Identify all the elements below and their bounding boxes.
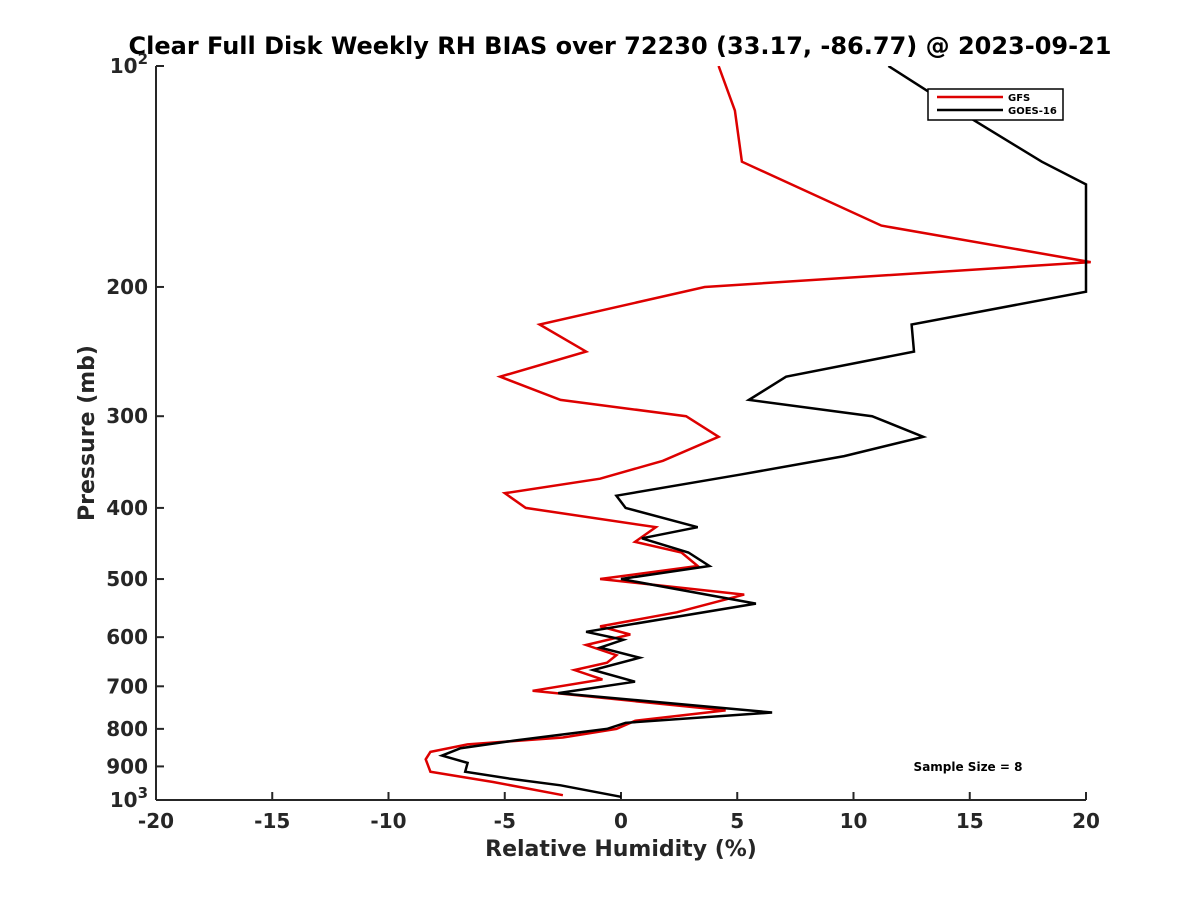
legend-label-gfs: GFS (1008, 93, 1030, 104)
y-tick-label: 700 (106, 674, 148, 698)
x-tick-label: -20 (138, 809, 174, 833)
y-tick-base: 10 (110, 54, 138, 78)
y-tick-exponent: 2 (138, 50, 148, 68)
x-tick-label: -10 (370, 809, 406, 833)
y-tick-label: 900 (106, 754, 148, 778)
y-tick-label: 800 (106, 717, 148, 741)
plot-area (155, 66, 1086, 801)
y-tick-label: 400 (106, 496, 148, 520)
x-tick-label: -15 (254, 809, 290, 833)
series-layer (424, 66, 1091, 799)
y-tick-label: 500 (106, 567, 148, 591)
legend-label-goes16: GOES-16 (1008, 106, 1057, 117)
y-tick-label: 103 (110, 784, 148, 812)
x-axis-label: Relative Humidity (%) (485, 837, 757, 862)
series-line-gfs (424, 66, 1091, 797)
chart-title: Clear Full Disk Weekly RH BIAS over 7223… (129, 32, 1112, 60)
x-ticks: -20 -15 -10 -5 0 5 10 15 20 (138, 792, 1100, 833)
x-tick-label: 20 (1072, 809, 1100, 833)
y-axis-label: Pressure (mb) (75, 345, 100, 521)
x-tick-label: 0 (614, 809, 628, 833)
y-tick-label: 200 (106, 275, 148, 299)
legend-box (927, 88, 1064, 121)
x-tick-label: -5 (494, 809, 516, 833)
y-tick-label: 300 (106, 404, 148, 428)
x-tick-label: 5 (730, 809, 744, 833)
sample-size-annotation: Sample Size = 8 (914, 760, 1023, 774)
y-tick-base: 10 (110, 788, 138, 812)
x-tick-label: 10 (840, 809, 868, 833)
series-line-goes16 (438, 66, 1088, 799)
y-tick-label: 102 (110, 50, 148, 78)
y-tick-label: 600 (106, 625, 148, 649)
x-tick-label: 15 (956, 809, 984, 833)
y-tick-exponent: 3 (138, 784, 148, 802)
legend: GFS GOES-16 (927, 88, 1064, 121)
